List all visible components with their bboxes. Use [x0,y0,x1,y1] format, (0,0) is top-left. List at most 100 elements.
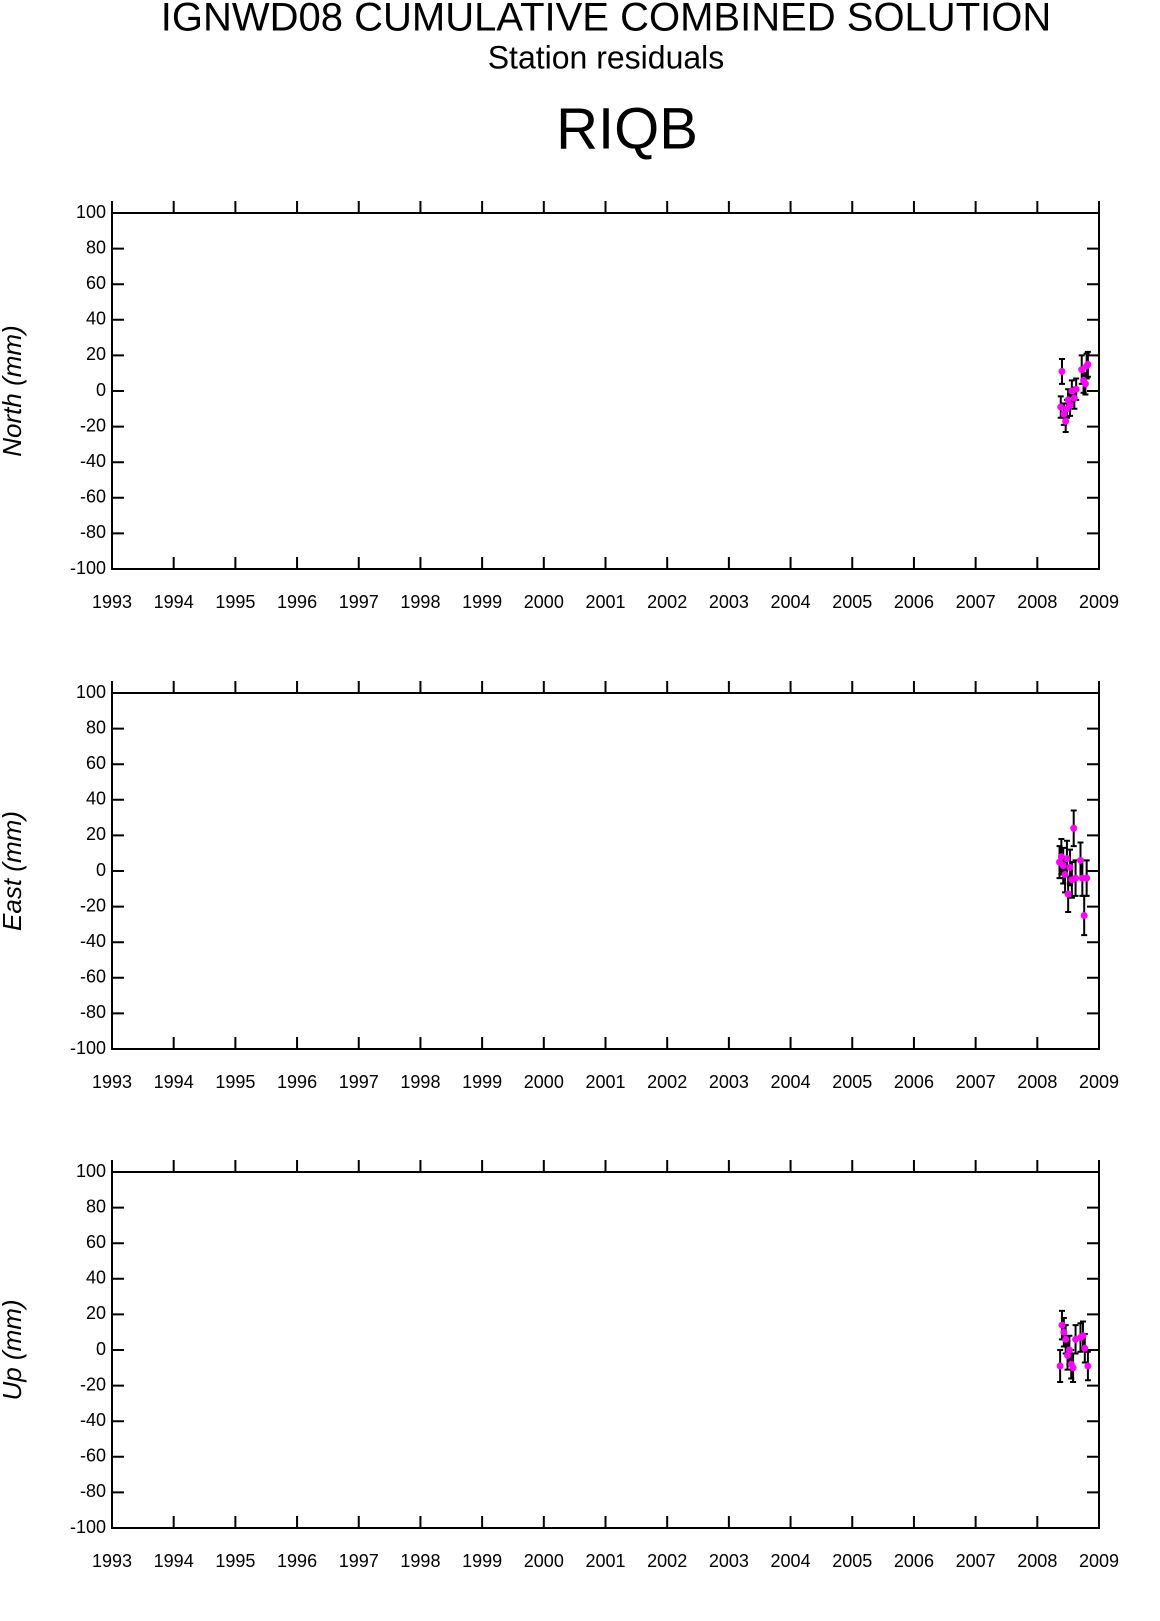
y-axis-label: North (mm) [0,325,27,456]
plot-frame [111,1171,1100,1529]
y-tick-label: 0 [96,1339,106,1359]
x-tick-label: 2001 [585,592,625,612]
y-tick-label: -40 [80,931,106,951]
x-tick-label: 2003 [709,1072,749,1092]
y-tick-label: -60 [80,487,106,507]
y-tick-label: 60 [86,753,106,773]
data-point [1066,863,1074,871]
x-tick-label: 2009 [1079,1072,1119,1092]
y-axis-label: Up (mm) [0,1299,27,1400]
x-tick-label: 2003 [709,1551,749,1571]
x-tick-label: 2003 [709,592,749,612]
data-point [1078,366,1086,374]
x-tick-label: 2009 [1079,592,1119,612]
y-tick-label: -20 [80,1374,106,1394]
data-point [1060,410,1068,418]
x-tick-label: 2002 [647,1551,687,1571]
y-tick-label: 100 [76,682,106,702]
x-tick-label: 2007 [956,1551,996,1571]
x-tick-label: 2004 [771,1551,811,1571]
data-point [1072,385,1080,393]
x-tick-label: 2008 [1017,592,1057,612]
data-point [1066,401,1074,409]
data-point [1062,1335,1070,1343]
data-point [1056,1362,1064,1370]
x-tick-label: 2001 [585,1072,625,1092]
x-tick-label: 2006 [894,592,934,612]
y-tick-label: -40 [80,451,106,471]
data-point [1081,1344,1089,1352]
y-tick-label: 20 [86,1303,106,1323]
x-tick-label: 2000 [524,1551,564,1571]
y-tick-label: 0 [96,860,106,880]
x-tick-label: 2007 [956,592,996,612]
data-point [1062,417,1070,425]
data-point [1080,912,1088,919]
data-point [1059,862,1067,870]
x-tick-label: 2000 [524,1072,564,1092]
y-tick-label: -100 [70,1517,106,1537]
x-tick-label: 1993 [92,1551,132,1571]
data-point [1060,1328,1068,1336]
data-point [1064,396,1072,404]
x-tick-label: 1998 [400,1551,440,1571]
x-tick-label: 1999 [462,1072,502,1092]
y-tick-label: 100 [76,1161,106,1181]
y-tick-label: 80 [86,717,106,737]
x-tick-label: 2008 [1017,1551,1057,1571]
x-tick-label: 2005 [832,1072,872,1092]
x-tick-label: 2002 [647,592,687,612]
data-point [1065,1346,1073,1354]
data-point [1084,1362,1092,1370]
data-point [1064,890,1072,898]
x-tick-label: 1998 [400,1072,440,1092]
x-tick-label: 1999 [462,592,502,612]
x-tick-label: 2001 [585,1551,625,1571]
y-tick-label: 0 [96,380,106,400]
y-tick-label: -60 [80,1446,106,1466]
x-tick-label: 1997 [339,1551,379,1571]
x-tick-label: 1995 [215,1072,255,1092]
data-point [1061,871,1069,879]
y-tick-label: 20 [86,824,106,844]
data-point [1064,1351,1072,1359]
y-tick-label: 80 [86,1196,106,1216]
x-tick-label: 1998 [400,592,440,612]
plot-frame [111,212,1100,570]
data-point [1058,1321,1066,1329]
x-tick-label: 1997 [339,592,379,612]
y-tick-label: 40 [86,1268,106,1288]
y-tick-label: -20 [80,415,106,435]
x-tick-label: 1996 [277,592,317,612]
data-point [1057,853,1065,861]
y-tick-label: 60 [86,273,106,293]
y-tick-label: -80 [80,1002,106,1022]
data-point [1063,855,1071,863]
data-point [1081,380,1089,388]
x-tick-label: 1993 [92,1072,132,1092]
x-tick-label: 1997 [339,1072,379,1092]
y-tick-label: -20 [80,895,106,915]
x-tick-label: 1993 [92,592,132,612]
data-point [1057,403,1065,411]
data-point [1069,1364,1077,1372]
y-tick-label: 20 [86,344,106,364]
page-title: IGNWD08 CUMULATIVE COMBINED SOLUTION [161,0,1051,40]
y-tick-label: -60 [80,967,106,987]
x-tick-label: 2005 [832,592,872,612]
station-name: RIQB [556,96,698,161]
y-tick-label: 40 [86,789,106,809]
x-tick-label: 2007 [956,1072,996,1092]
x-tick-label: 1994 [154,1551,194,1571]
data-point [1070,824,1078,832]
y-axis-label: East (mm) [0,811,27,931]
plot-frame [111,692,1100,1050]
x-tick-label: 1995 [215,592,255,612]
data-point [1072,874,1080,882]
x-tick-label: 1999 [462,1551,502,1571]
y-tick-label: 40 [86,309,106,329]
x-tick-label: 2008 [1017,1072,1057,1092]
data-point [1079,1332,1087,1340]
x-tick-label: 2006 [894,1551,934,1571]
